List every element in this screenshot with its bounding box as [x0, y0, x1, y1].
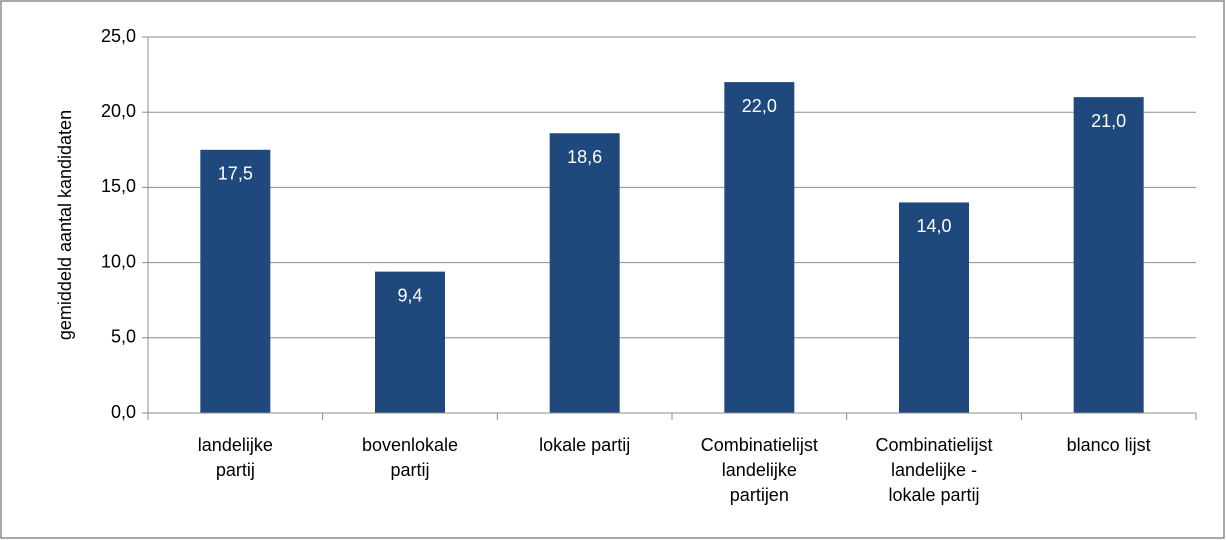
data-label: 21,0 — [1091, 111, 1126, 131]
bar — [200, 149, 271, 414]
x-tick-label: lokale partij — [539, 435, 630, 455]
data-label: 18,6 — [567, 147, 602, 167]
bar — [375, 271, 445, 413]
x-tick-label: landelijke partij — [198, 435, 273, 480]
bar — [899, 202, 969, 413]
y-tick-label: 15,0 — [101, 176, 136, 196]
bar — [724, 82, 795, 414]
x-tick-label: bovenlokale partij — [362, 435, 458, 480]
x-tick-label: Combinatielijst landelijke partijen — [701, 435, 818, 505]
y-tick-label: 10,0 — [101, 251, 136, 271]
y-tick-label: 20,0 — [101, 101, 136, 121]
y-tick-label: 25,0 — [101, 26, 136, 46]
data-label: 9,4 — [397, 285, 422, 305]
x-tick-label: blanco lijst — [1067, 435, 1151, 455]
data-label: 22,0 — [742, 96, 777, 116]
bar — [1073, 97, 1144, 413]
y-axis-label: gemiddeld aantal kandidaten — [55, 110, 75, 340]
data-label: 14,0 — [916, 216, 951, 236]
y-tick-label: 5,0 — [111, 327, 136, 347]
data-label: 17,5 — [218, 164, 253, 184]
bar — [549, 133, 620, 414]
y-tick-label: 0,0 — [111, 402, 136, 422]
x-tick-label: Combinatielijst landelijke -lokale partij — [875, 435, 992, 505]
